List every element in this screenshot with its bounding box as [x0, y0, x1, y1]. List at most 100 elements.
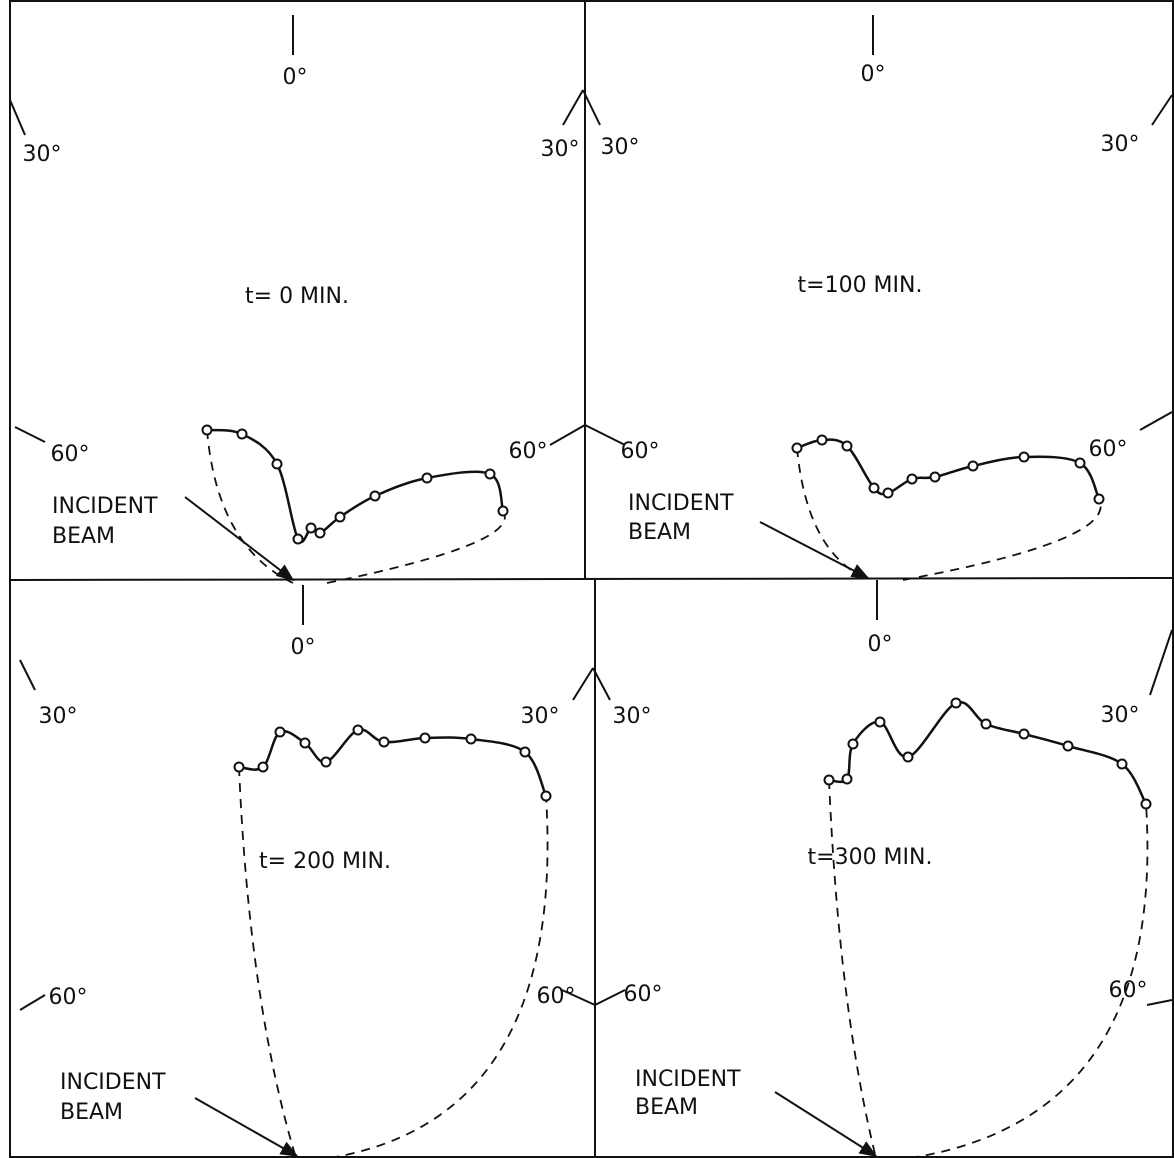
data-point [378, 736, 390, 748]
data-point [271, 458, 283, 470]
data-point [540, 790, 552, 802]
data-point [257, 761, 269, 773]
extrapolated-curve [902, 498, 1102, 581]
data-point [320, 756, 332, 768]
data-point [1018, 728, 1030, 740]
beam-arrow [759, 521, 870, 579]
angle-label: 30° [23, 142, 62, 167]
angle-label: 0° [868, 632, 893, 657]
scatter-curve [206, 428, 505, 544]
extrapolated-curve [238, 766, 297, 1158]
data-point [465, 733, 477, 745]
angle-tick [9, 99, 26, 136]
data-point [305, 522, 317, 534]
angle-label: 60° [509, 439, 548, 464]
beam-label: BEAM [628, 520, 691, 545]
beam-label: INCIDENT [635, 1067, 741, 1092]
data-point [484, 468, 496, 480]
data-point [882, 487, 894, 499]
data-point [902, 751, 914, 763]
extrapolated-curve [796, 447, 870, 581]
data-point [906, 473, 918, 485]
angle-tick [562, 89, 584, 126]
panel-title: t=100 MIN. [798, 273, 923, 298]
angle-label: 0° [861, 62, 886, 87]
angle-tick [19, 659, 36, 691]
angle-tick [1146, 999, 1173, 1006]
angle-label: 60° [1089, 437, 1128, 462]
panel-title: t= 200 MIN. [259, 849, 391, 874]
extrapolated-curve [326, 510, 506, 584]
beam-label: INCIDENT [60, 1070, 166, 1095]
angle-tick [584, 424, 626, 446]
data-point [497, 505, 509, 517]
data-point [841, 773, 853, 785]
panel-title: t=300 MIN. [808, 845, 933, 870]
data-point [369, 490, 381, 502]
scatter-curve [828, 700, 1148, 805]
data-point [1018, 451, 1030, 463]
scatter-curve [238, 728, 548, 797]
data-point [847, 738, 859, 750]
data-point [950, 697, 962, 709]
angle-tick [582, 89, 601, 126]
panel: t=100 MIN. 0° 30° 30° 60° 60° INCIDENT BEAM [582, 15, 1173, 581]
angle-tick [1151, 94, 1173, 126]
beam-arrow [194, 1097, 299, 1157]
angle-label: 60° [49, 985, 88, 1010]
angle-label: 30° [521, 704, 560, 729]
angle-tick [1149, 629, 1173, 696]
panel: t= 200 MIN. 0° 30° 30° 60° 60° INCIDENT BEAM [19, 585, 596, 1158]
data-point [1074, 457, 1086, 469]
angle-label: 30° [601, 135, 640, 160]
data-point [201, 424, 213, 436]
data-point [274, 726, 286, 738]
angle-label: 60° [1109, 978, 1148, 1003]
data-point [299, 737, 311, 749]
data-point [874, 716, 886, 728]
angle-tick [561, 989, 596, 1006]
data-point [868, 482, 880, 494]
data-point [334, 511, 346, 523]
beam-label: BEAM [52, 524, 115, 549]
data-point [816, 434, 828, 446]
data-point [233, 761, 245, 773]
angle-tick [592, 667, 611, 701]
data-point [980, 718, 992, 730]
extrapolated-curve [206, 429, 294, 584]
angle-tick [14, 426, 46, 443]
data-point [421, 472, 433, 484]
data-point [519, 746, 531, 758]
data-point [1140, 798, 1152, 810]
angle-label: 0° [291, 635, 316, 660]
angle-tick [1139, 411, 1173, 431]
extrapolated-curve [329, 795, 549, 1158]
panel: t= 0 MIN. 0° 30° 30° 60° 60° INCIDENT BEAM [9, 15, 586, 584]
angle-label: 60° [624, 982, 663, 1007]
angle-label: 60° [51, 442, 90, 467]
angle-label: 30° [1101, 132, 1140, 157]
angle-label: 60° [621, 439, 660, 464]
panel-title: t= 0 MIN. [245, 284, 349, 309]
angle-label: 30° [1101, 703, 1140, 728]
beam-arrow [774, 1091, 878, 1157]
data-point [841, 440, 853, 452]
data-point [1116, 758, 1128, 770]
extrapolated-curve [909, 803, 1149, 1158]
data-point [1093, 493, 1105, 505]
data-point [791, 442, 803, 454]
frame [9, 0, 1174, 1158]
angle-tick [19, 994, 46, 1011]
angle-label: 0° [283, 65, 308, 90]
data-point [929, 471, 941, 483]
beam-label: INCIDENT [52, 494, 158, 519]
angle-label: 30° [39, 704, 78, 729]
angle-label: 60° [537, 984, 576, 1009]
beam-label: BEAM [60, 1100, 123, 1125]
data-point [823, 774, 835, 786]
data-point [314, 527, 326, 539]
data-point [236, 428, 248, 440]
data-point [967, 460, 979, 472]
data-point [1062, 740, 1074, 752]
